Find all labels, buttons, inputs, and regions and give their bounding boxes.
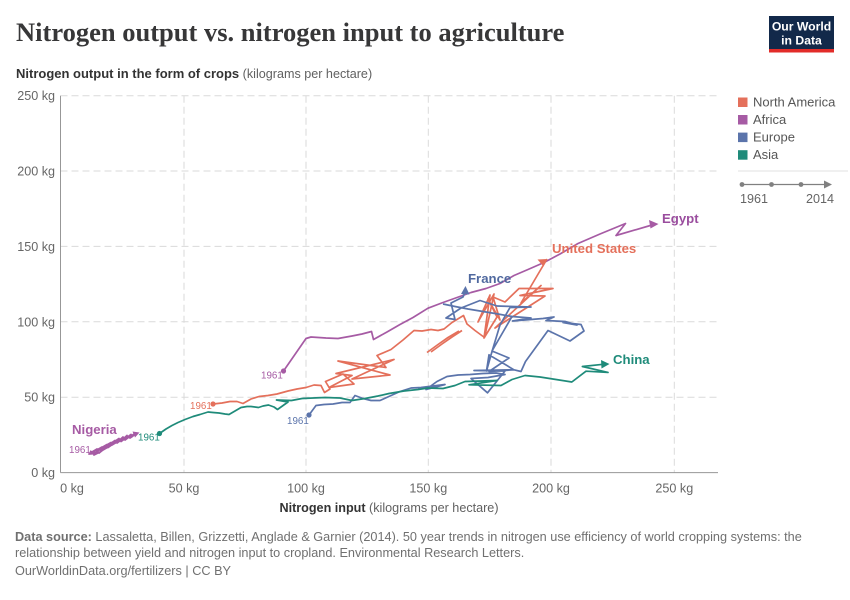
svg-text:Data source: Lassaletta, Bille: Data source: Lassaletta, Billen, Grizzet…: [15, 530, 802, 544]
svg-text:China: China: [613, 352, 650, 367]
svg-text:in Data: in Data: [781, 34, 822, 48]
svg-text:1961: 1961: [287, 416, 309, 427]
svg-text:2014: 2014: [806, 192, 834, 206]
svg-text:150 kg: 150 kg: [409, 482, 447, 496]
svg-text:Egypt: Egypt: [662, 211, 699, 226]
svg-text:Africa: Africa: [753, 112, 787, 127]
svg-text:Nitrogen output in the form of: Nitrogen output in the form of crops (ki…: [16, 66, 372, 81]
svg-text:1961: 1961: [740, 192, 768, 206]
svg-text:1961: 1961: [69, 445, 91, 456]
svg-text:Nitrogen output vs. nitrogen i: Nitrogen output vs. nitrogen input to ag…: [16, 17, 565, 47]
svg-text:North America: North America: [753, 95, 836, 110]
svg-text:France: France: [468, 271, 511, 286]
svg-text:1961: 1961: [190, 401, 212, 412]
svg-text:250 kg: 250 kg: [655, 482, 693, 496]
svg-text:50 kg: 50 kg: [24, 391, 55, 405]
svg-text:100 kg: 100 kg: [17, 315, 55, 329]
svg-text:1961: 1961: [261, 371, 283, 382]
svg-text:Asia: Asia: [753, 147, 779, 162]
svg-text:200 kg: 200 kg: [17, 165, 55, 179]
svg-text:Nitrogen input (kilograms per: Nitrogen input (kilograms per hectare): [279, 501, 498, 515]
svg-text:1961: 1961: [138, 433, 160, 444]
svg-text:OurWorldinData.org/fertilizers: OurWorldinData.org/fertilizers | CC BY: [15, 564, 232, 578]
svg-text:250 kg: 250 kg: [17, 89, 55, 103]
svg-text:relationship between yield and: relationship between yield and nitrogen …: [15, 546, 524, 560]
svg-text:200 kg: 200 kg: [532, 482, 570, 496]
svg-text:0 kg: 0 kg: [31, 466, 55, 480]
svg-text:150 kg: 150 kg: [17, 240, 55, 254]
svg-text:50 kg: 50 kg: [169, 482, 200, 496]
svg-text:Nigeria: Nigeria: [72, 422, 117, 437]
svg-text:Our World: Our World: [772, 20, 831, 34]
svg-text:United States: United States: [552, 241, 636, 256]
svg-text:Europe: Europe: [753, 130, 795, 145]
svg-text:0 kg: 0 kg: [60, 482, 84, 496]
svg-text:100 kg: 100 kg: [287, 482, 325, 496]
